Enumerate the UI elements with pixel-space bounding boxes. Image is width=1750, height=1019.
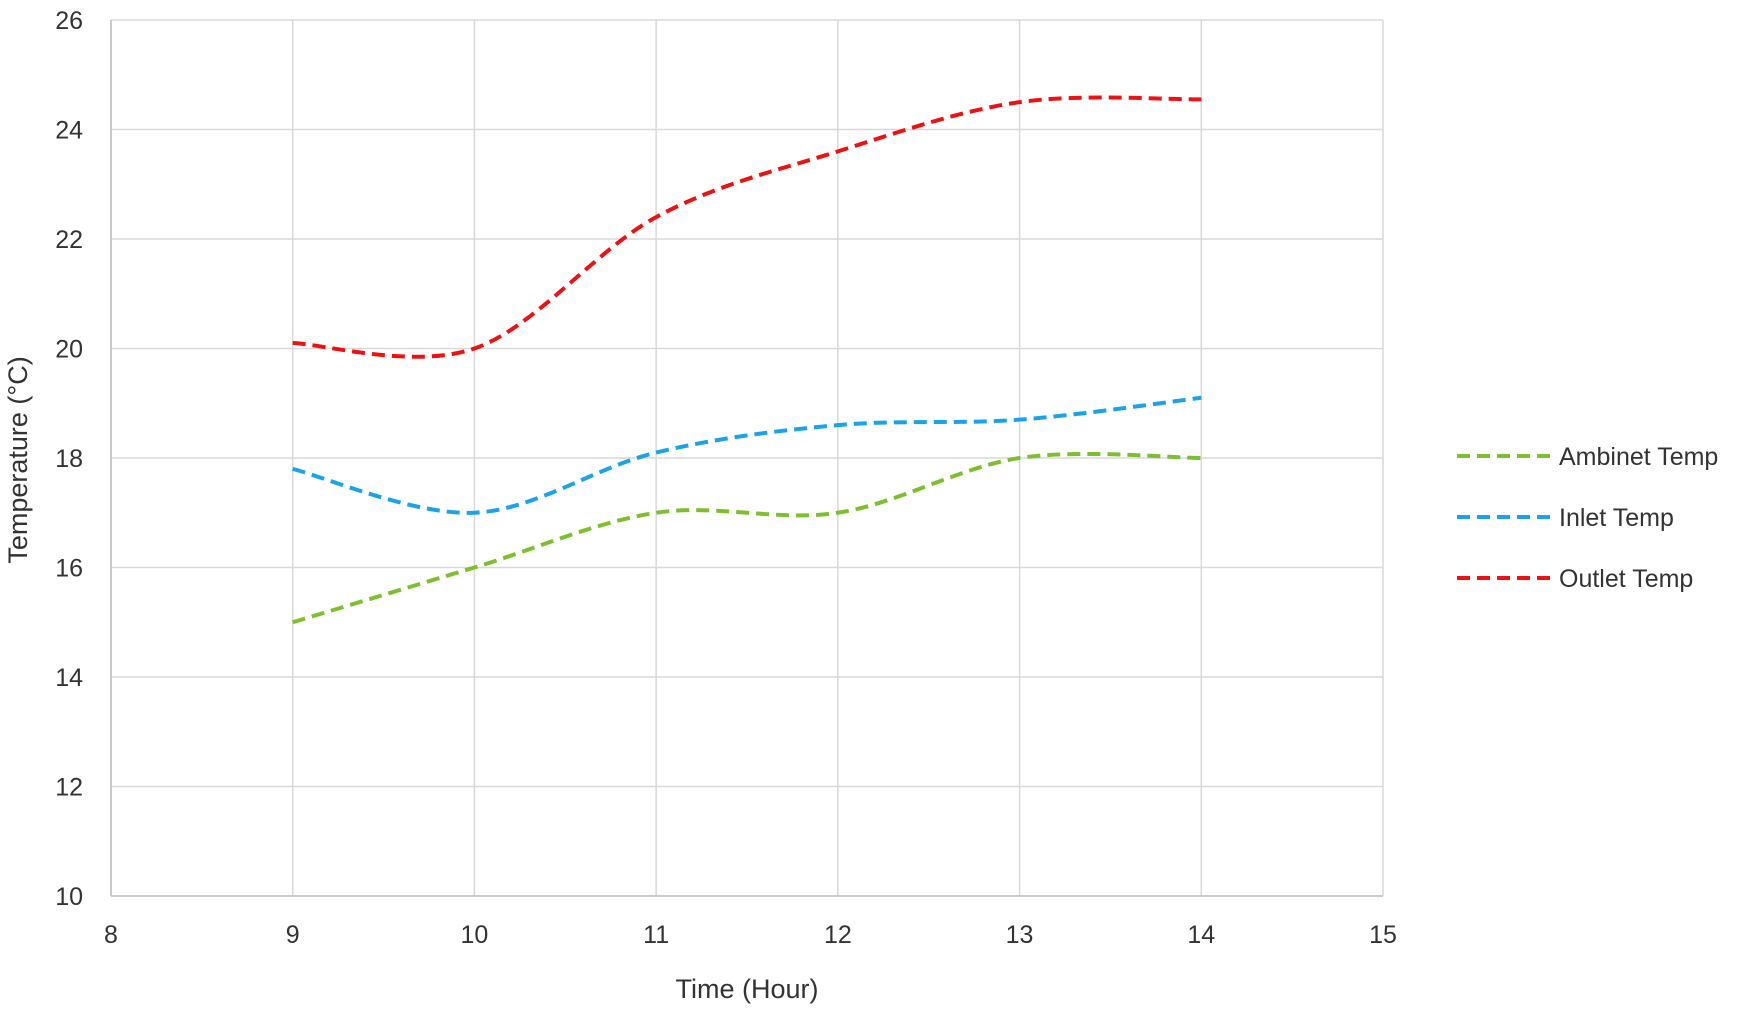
y-tick-label: 24 [55,117,83,145]
y-axis-title: Temperature (°C) [3,356,33,563]
series-line-outlet-temp [292,95,1202,359]
y-tick-label: 12 [55,774,83,802]
y-tick-label: 10 [55,883,83,911]
x-tick-label: 8 [104,921,118,949]
series-lines [292,95,1202,625]
y-tick-label: 14 [55,664,83,692]
legend-label-outlet-temp: Outlet Temp [1559,565,1693,593]
x-tick-label: 13 [1006,921,1034,949]
y-tick-label: 22 [55,226,83,254]
x-tick-label: 15 [1369,921,1397,949]
legend-label-ambinet-temp: Ambinet Temp [1559,443,1718,471]
y-tick-label: 16 [55,555,83,583]
x-tick-label: 11 [643,921,669,949]
x-tick-label: 9 [286,921,300,949]
x-axis-title: Time (Hour) [675,974,818,1004]
axes [110,20,1383,897]
y-tick-label: 20 [55,336,83,364]
tick-labels: 8 9 10 11 12 13 14 15 10 12 14 16 18 20 22 24 26 [55,7,1397,949]
x-tick-label: 12 [824,921,852,949]
legend-label-inlet-temp: Inlet Temp [1559,504,1674,532]
x-tick-label: 14 [1187,921,1215,949]
legend: Ambinet Temp Inlet Temp Outlet Temp [1457,443,1718,593]
y-tick-label: 26 [55,7,83,35]
series-line-ambinet-temp [292,451,1202,625]
x-tick-label: 10 [461,921,489,949]
y-tick-label: 18 [55,445,83,473]
series-line-inlet-temp [292,395,1202,515]
